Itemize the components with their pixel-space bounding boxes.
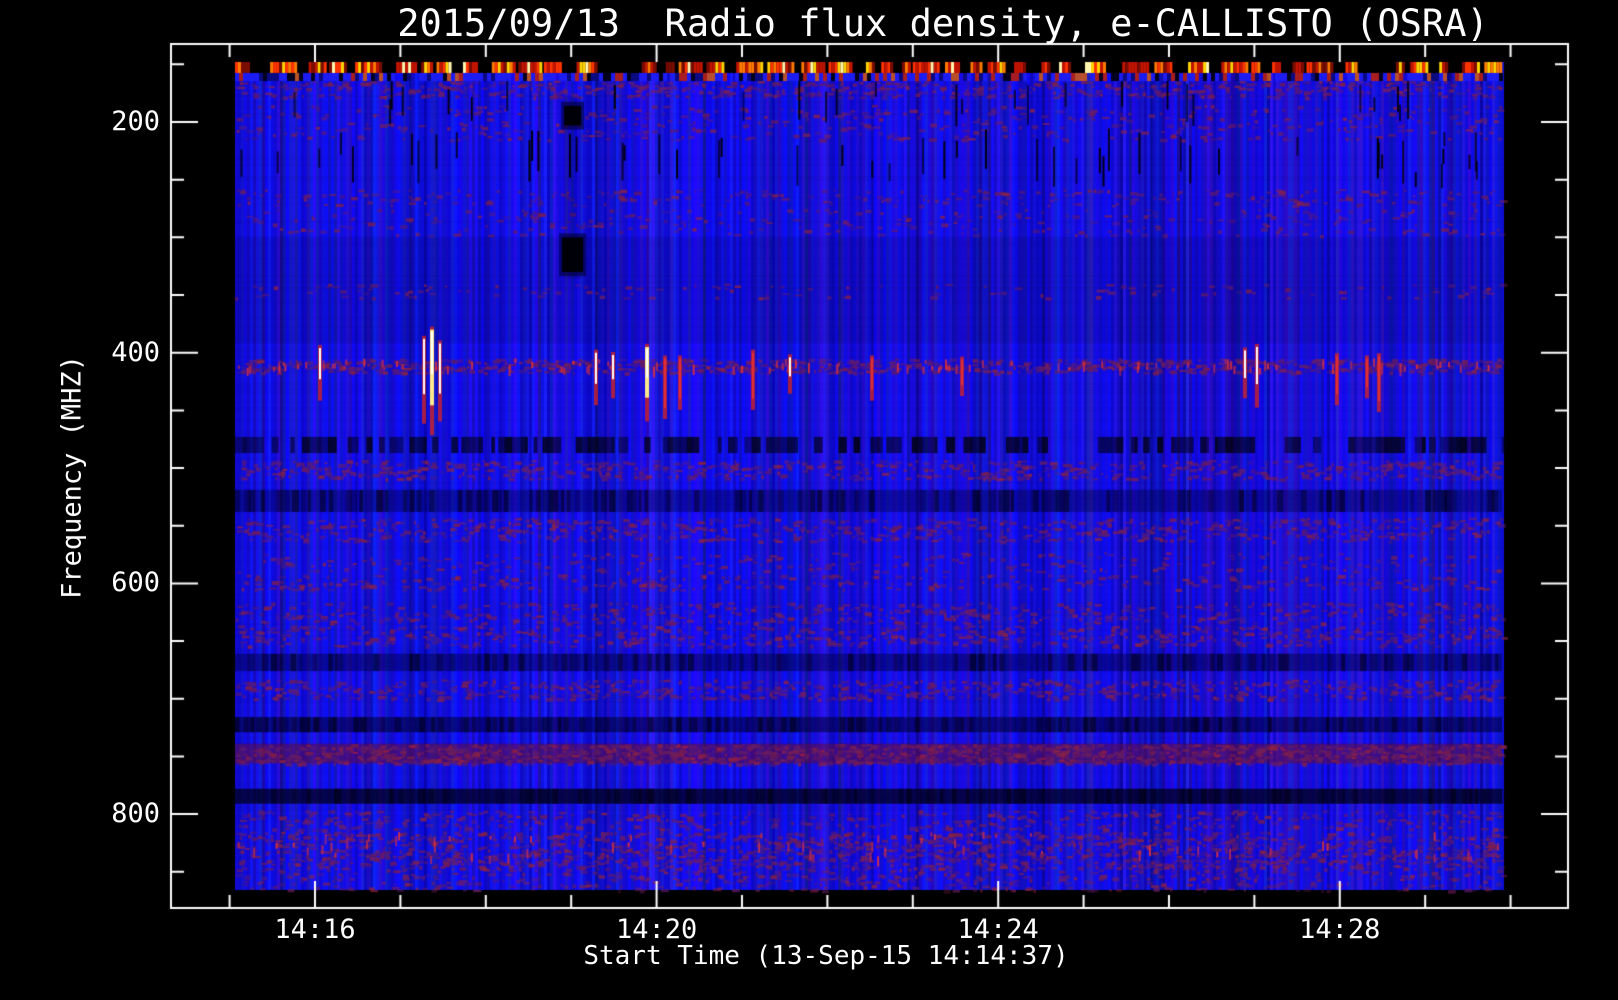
y-tick-label-800: 800	[111, 798, 160, 830]
x-tick-label-1424: 14:24	[957, 914, 1039, 945]
y-tick-label-600: 600	[111, 567, 160, 599]
chart-title: 2015/09/13 Radio flux density, e-CALLIST…	[397, 2, 1489, 45]
y-tick-label-200: 200	[111, 106, 160, 137]
x-tick-label-1420: 14:20	[615, 914, 698, 945]
x-tick-label-1416: 14:16	[274, 914, 356, 945]
y-axis-title: Frequency (MHZ)	[56, 355, 88, 599]
x-tick-label-1428: 14:28	[1299, 914, 1381, 945]
y-tick-label-400: 400	[111, 336, 160, 368]
x-axis-title: Start Time (13-Sep-15 14:14:37)	[583, 941, 1069, 971]
